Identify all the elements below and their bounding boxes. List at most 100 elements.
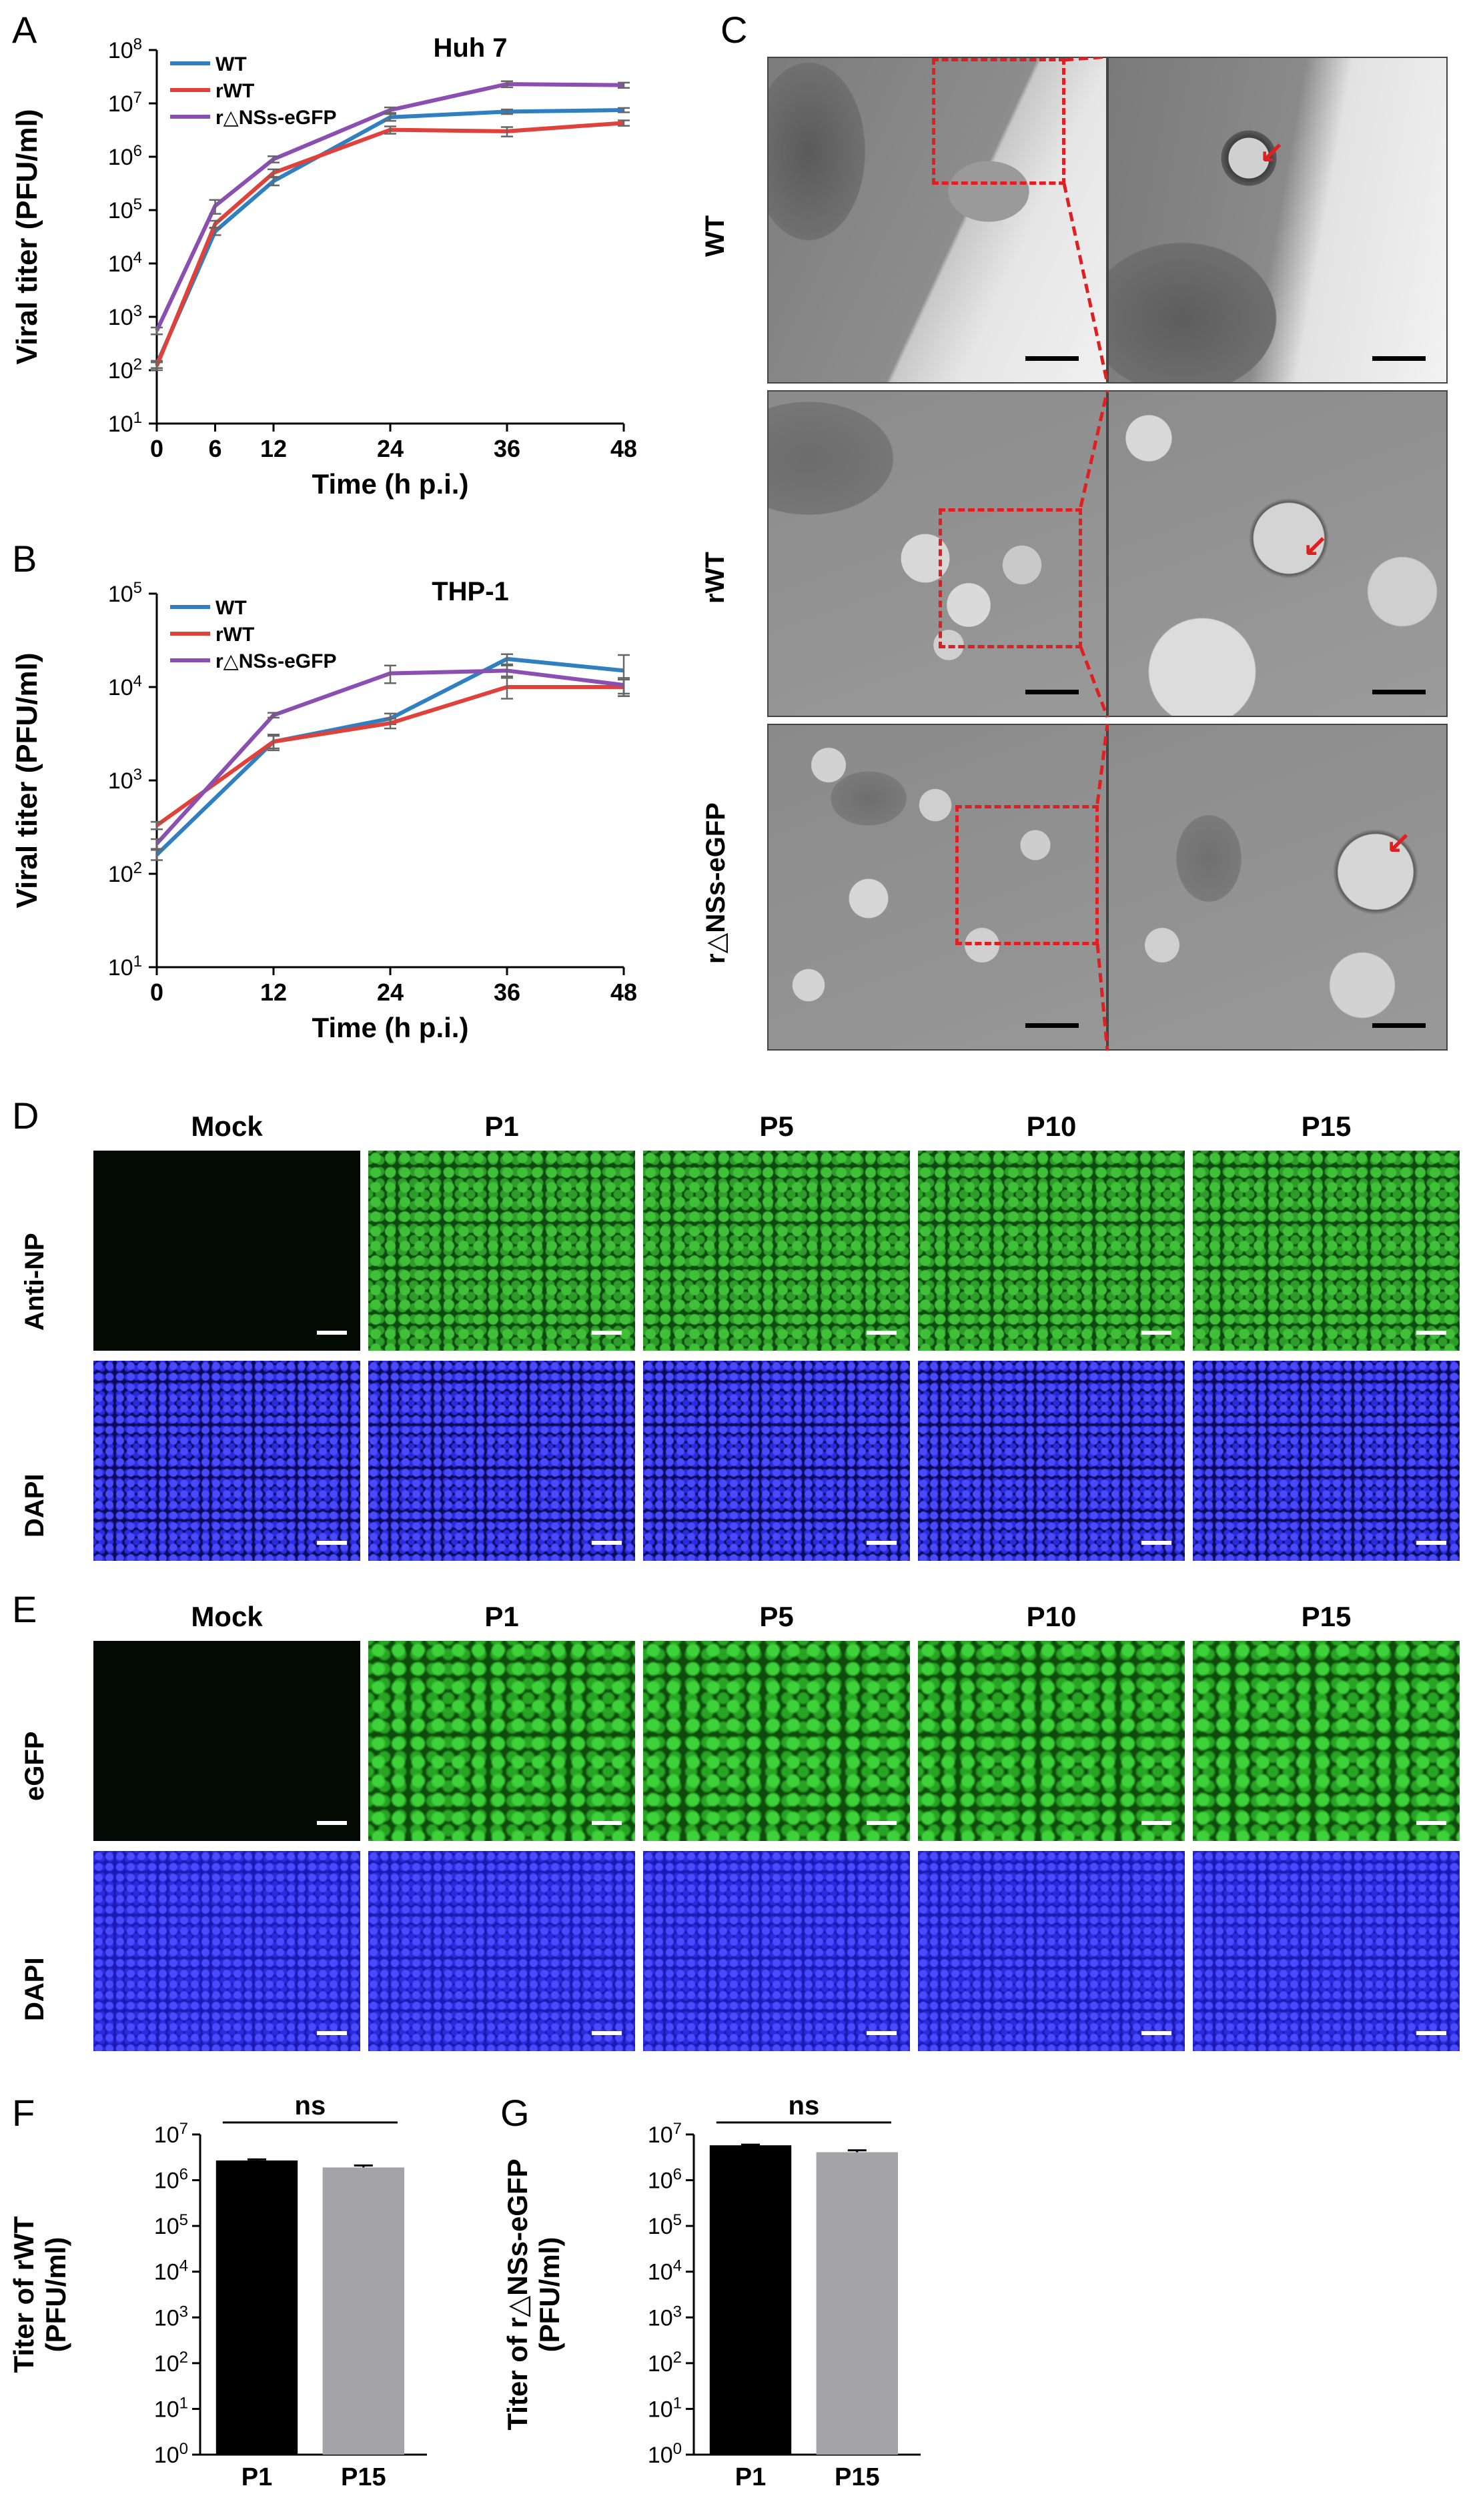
fluor-image-mock-egfp	[93, 1641, 360, 1841]
y-tick-label: 101	[154, 2394, 188, 2423]
legend-label-2: r△NSs-eGFP	[215, 107, 336, 129]
fluor-image-mock-dapi	[93, 1361, 360, 1561]
fluor-image-p5-egfp	[643, 1641, 910, 1841]
y-tick-label: 104	[108, 672, 142, 701]
x-tick-label: P1	[735, 2463, 766, 2491]
em-panel: WT rWT r△NSs-eGFP ↙ ↙ ↙	[700, 57, 1448, 1057]
row-label-dapi: DAPI	[20, 1957, 49, 2021]
y-tick-label: 106	[648, 2165, 682, 2194]
bar-p1	[215, 2160, 298, 2455]
col-label-p10: P10	[1026, 1601, 1077, 1632]
chart-title: THP-1	[432, 577, 509, 606]
panel-letter-b: B	[12, 538, 37, 580]
y-tick-label: 108	[108, 35, 142, 64]
col-label-mock: Mock	[191, 1111, 263, 1142]
y-tick-label: 102	[648, 2348, 682, 2377]
bar-p15	[816, 2152, 898, 2455]
x-tick-label: P1	[241, 2463, 272, 2491]
roi-box-rdnss	[955, 805, 1099, 945]
chart-title: Huh 7	[433, 33, 507, 63]
x-tick-label: P15	[835, 2463, 880, 2491]
y-tick-label: 106	[108, 142, 142, 171]
y-tick-label: 102	[108, 356, 142, 384]
ifa-panel-d: Mock P1 P5 P10 P15 Anti-NP DAPI	[20, 1111, 1461, 1564]
fluor-image-p10-dapi	[918, 1851, 1185, 2051]
fluor-image-p15-dapi	[1193, 1361, 1460, 1561]
x-tick-label: 36	[494, 435, 520, 462]
fluor-image-p1-dapi	[368, 1851, 635, 2051]
y-tick-label: 105	[108, 195, 142, 224]
significance-label: ns	[789, 2091, 820, 2120]
series-line-2	[155, 82, 624, 332]
fluor-image-p1-dapi	[368, 1361, 635, 1561]
x-tick-label: P15	[341, 2463, 386, 2491]
fluor-image-p10-egfp	[918, 1641, 1185, 1841]
panel-letter-e: E	[12, 1588, 37, 1630]
x-tick-label: 6	[208, 435, 221, 462]
em-image-rwt-overview	[767, 390, 1107, 717]
fluor-image-p5-np	[643, 1151, 910, 1351]
em-image-rwt-zoom: ↙	[1107, 390, 1448, 717]
em-image-wt-overview	[767, 57, 1107, 384]
y-tick-label: 103	[108, 302, 142, 331]
y-tick-label: 102	[108, 859, 142, 888]
col-label-p15: P15	[1301, 1601, 1352, 1632]
significance-label: ns	[295, 2091, 326, 2120]
x-tick-label: 12	[260, 435, 287, 462]
fluor-image-mock-dapi	[93, 1851, 360, 2051]
series-line-2	[155, 668, 624, 845]
chart-thp1: 101 102 103 104 105 0 12 24 36 48 WT rWT r△NSs-eGFP T…	[11, 577, 637, 1043]
x-tick-label: 24	[377, 435, 404, 462]
y-tick-label: 100	[154, 2440, 188, 2469]
y-tick-label: 104	[108, 249, 142, 277]
x-tick-label: 24	[377, 979, 404, 1006]
bar-chart-rdnss: 100 101 102 103 104 105 106 107 P1 P15 ns Titer of …	[502, 2091, 921, 2491]
col-label-p10: P10	[1026, 1111, 1077, 1142]
y-tick-label: 104	[648, 2257, 682, 2285]
y-axis-label-line-1: (PFU/ml)	[40, 2237, 71, 2353]
fluor-image-mock-np	[93, 1151, 360, 1351]
em-image-wt-zoom: ↙	[1107, 57, 1448, 384]
zoom-connectors	[1062, 57, 1109, 1051]
scale-bar	[1372, 356, 1426, 361]
em-image-rdnss-zoom: ↙	[1107, 724, 1448, 1051]
y-tick-label: 105	[648, 2211, 682, 2240]
legend-label-2: r△NSs-eGFP	[215, 650, 336, 672]
bar-p1	[709, 2145, 792, 2455]
row-label-anti-np: Anti-NP	[20, 1233, 49, 1331]
fluor-image-p5-dapi	[643, 1361, 910, 1561]
x-tick-label: 48	[610, 979, 637, 1006]
fluor-image-p10-dapi	[918, 1361, 1185, 1561]
fluor-image-p15-egfp	[1193, 1641, 1460, 1841]
fluor-image-p1-np	[368, 1151, 635, 1351]
scale-bar	[1025, 690, 1079, 694]
row-label-egfp: eGFP	[20, 1731, 49, 1801]
col-label-p5: P5	[759, 1111, 794, 1142]
em-image-rdnss-overview	[767, 724, 1107, 1051]
em-row-label-rdnss: r△NSs-eGFP	[701, 802, 730, 964]
col-label-p1: P1	[484, 1601, 519, 1632]
y-tick-label: 101	[648, 2394, 682, 2423]
y-axis-label: Viral titer (PFU/ml)	[11, 109, 43, 364]
col-label-mock: Mock	[191, 1601, 263, 1632]
em-row-label-rwt: rWT	[700, 552, 730, 604]
scale-bar	[1025, 1023, 1079, 1028]
arrow-icon: ↙	[1386, 826, 1412, 860]
panel-letter-a: A	[12, 9, 37, 51]
panel-letter-f: F	[12, 2092, 35, 2134]
y-tick-label: 102	[154, 2348, 188, 2377]
ifa-panel-e: Mock P1 P5 P10 P15 eGFP DAPI	[20, 1601, 1461, 2054]
y-tick-label: 103	[154, 2303, 188, 2331]
row-label-dapi: DAPI	[20, 1473, 49, 1537]
y-tick-label: 101	[108, 409, 142, 438]
scale-bar	[1372, 1023, 1426, 1028]
y-tick-label: 107	[648, 2120, 682, 2148]
col-label-p1: P1	[484, 1111, 519, 1142]
roi-box-rwt	[939, 508, 1082, 648]
x-tick-label: 12	[260, 979, 287, 1006]
x-tick-label: 0	[150, 979, 163, 1006]
arrow-icon: ↙	[1259, 135, 1285, 170]
fluor-image-p15-dapi	[1193, 1851, 1460, 2051]
series-line-1	[155, 121, 624, 367]
legend-label-0: WT	[215, 53, 247, 75]
